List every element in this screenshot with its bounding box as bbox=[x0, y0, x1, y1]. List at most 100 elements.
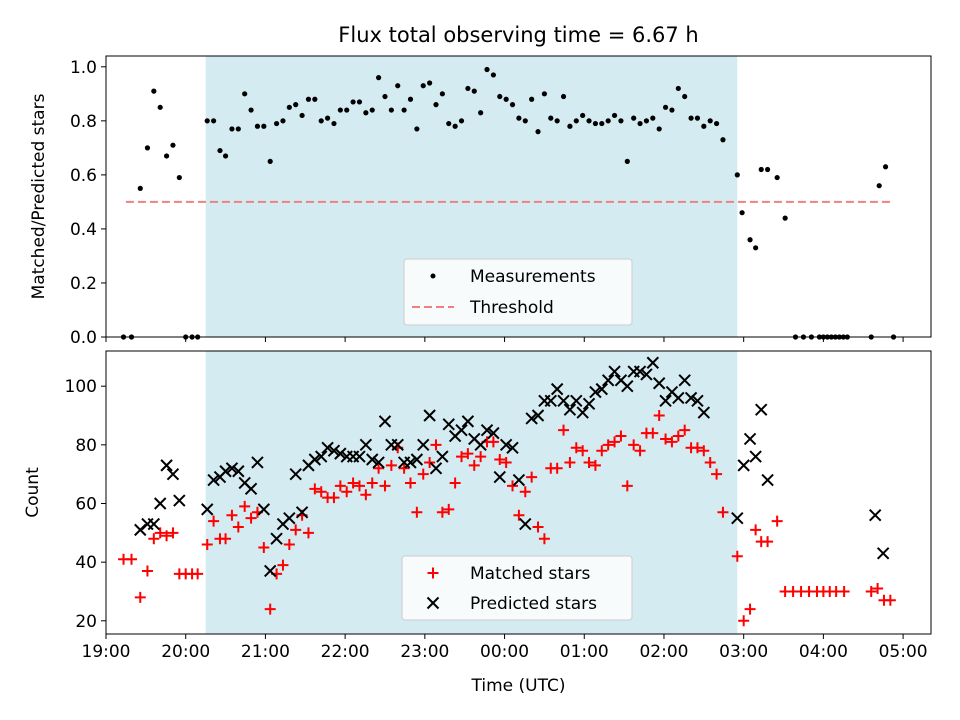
matched-star-point bbox=[615, 430, 627, 442]
matched-star-point bbox=[264, 603, 276, 615]
predicted-star-point bbox=[461, 415, 475, 428]
measurement-point bbox=[643, 118, 650, 124]
predicted-star-point bbox=[321, 441, 334, 454]
x-tick-label: 21:00 bbox=[241, 642, 290, 662]
measurement-point bbox=[599, 120, 605, 127]
measurement-point bbox=[573, 118, 579, 124]
count-panel: 20 40 60 80 100 19:00 20:00 21:00 22:00 23:00 00:… bbox=[23, 350, 932, 696]
measurement-point bbox=[157, 104, 163, 110]
measurement-point bbox=[586, 118, 592, 124]
matched-star-point bbox=[398, 462, 410, 474]
matched-star-point bbox=[691, 442, 703, 454]
count-plot-frame bbox=[105, 350, 932, 635]
predicted-star-point bbox=[868, 509, 882, 522]
predicted-star-point bbox=[621, 379, 634, 393]
legend-measurements-marker bbox=[430, 273, 436, 279]
matched-star-points bbox=[118, 410, 896, 627]
measurement-point bbox=[509, 102, 516, 108]
matched-star-point bbox=[884, 594, 896, 606]
predicted-star-point bbox=[289, 467, 302, 481]
matched-star-point bbox=[731, 550, 743, 562]
predicted-star-point bbox=[531, 409, 545, 422]
measurement-point bbox=[433, 102, 439, 108]
y-tick-label: 20 bbox=[75, 612, 97, 632]
legend-predicted-label: Predicted stars bbox=[470, 594, 597, 614]
measurement-point bbox=[363, 110, 369, 116]
measurement-point bbox=[407, 96, 414, 102]
matched-star-point bbox=[328, 492, 340, 504]
predicted-star-point bbox=[391, 438, 404, 452]
measurement-point bbox=[688, 115, 694, 121]
measurement-point bbox=[356, 99, 363, 105]
measurement-point bbox=[144, 145, 151, 151]
x-tick-label: 01:00 bbox=[560, 642, 609, 662]
predicted-star-point bbox=[691, 394, 704, 408]
measurement-point bbox=[369, 107, 375, 113]
predicted-star-point bbox=[366, 453, 379, 466]
measurement-point bbox=[312, 96, 318, 102]
measurement-point bbox=[758, 166, 764, 173]
measurement-point bbox=[592, 120, 599, 127]
matched-star-point bbox=[126, 553, 138, 565]
legend-plus-glyph bbox=[427, 567, 439, 579]
matched-star-point bbox=[315, 486, 327, 498]
matched-star-point bbox=[283, 539, 295, 551]
predicted-star-point bbox=[423, 409, 436, 422]
predicted-star-point bbox=[755, 403, 768, 416]
x-tick-label: 22:00 bbox=[321, 642, 370, 662]
predicted-star-point bbox=[263, 564, 277, 578]
predicted-star-point bbox=[417, 438, 430, 452]
measurement-point bbox=[170, 142, 176, 148]
ratio-y-axis-label: Matched/Predicted stars bbox=[29, 93, 49, 299]
matched-star-point bbox=[277, 559, 289, 571]
x-tick-label: 20:00 bbox=[161, 642, 210, 662]
matched-star-point bbox=[208, 515, 220, 527]
measurement-point bbox=[747, 237, 753, 243]
predicted-star-point bbox=[519, 517, 532, 531]
measurement-point bbox=[229, 126, 235, 132]
measurement-point bbox=[764, 166, 771, 173]
x-tick-label: 05:00 bbox=[879, 642, 928, 662]
measurement-point bbox=[548, 115, 554, 121]
matched-star-point bbox=[679, 424, 691, 436]
legend-matched-label: Matched stars bbox=[470, 564, 590, 584]
y-tick-label: 1.0 bbox=[70, 58, 97, 78]
matched-star-point bbox=[660, 433, 672, 445]
measurement-point bbox=[516, 115, 522, 121]
matched-star-point bbox=[750, 524, 762, 536]
measurement-point bbox=[439, 91, 445, 97]
measurement-point bbox=[401, 107, 407, 113]
measurement-point bbox=[631, 115, 637, 121]
predicted-star-point bbox=[749, 450, 762, 463]
predicted-star-point bbox=[232, 465, 245, 478]
measurement-point bbox=[882, 164, 889, 170]
measurement-point bbox=[305, 96, 312, 102]
predicted-star-point bbox=[372, 456, 385, 469]
measurement-point bbox=[567, 123, 573, 129]
predicted-star-point bbox=[315, 450, 328, 463]
predicted-star-point bbox=[147, 517, 161, 531]
predicted-star-point bbox=[353, 450, 366, 463]
measurement-point bbox=[707, 118, 713, 124]
predicted-star-point bbox=[557, 394, 570, 408]
measurement-point bbox=[637, 120, 643, 127]
matched-star-point bbox=[232, 521, 244, 533]
matched-star-point bbox=[647, 427, 659, 439]
measurement-point bbox=[163, 153, 170, 159]
matched-star-point bbox=[577, 445, 589, 457]
time-x-axis-label: Time (UTC) bbox=[471, 676, 566, 696]
predicted-star-point bbox=[589, 385, 602, 399]
matched-star-point bbox=[704, 456, 716, 468]
predicted-star-point bbox=[743, 432, 757, 446]
predicted-star-point bbox=[646, 356, 660, 369]
matched-star-point bbox=[201, 539, 213, 551]
matched-star-point bbox=[602, 439, 614, 451]
predicted-star-point bbox=[308, 453, 322, 466]
predicted-star-point bbox=[737, 459, 750, 472]
measurement-point bbox=[452, 123, 458, 129]
y-tick-label: 0.8 bbox=[70, 112, 97, 132]
measurement-point bbox=[248, 107, 254, 113]
predicted-star-point bbox=[608, 365, 621, 378]
time-x-axis: 19:00 20:00 21:00 22:00 23:00 00:00 01:00 02:00… bbox=[82, 634, 928, 662]
ratio-legend-box bbox=[403, 258, 633, 326]
